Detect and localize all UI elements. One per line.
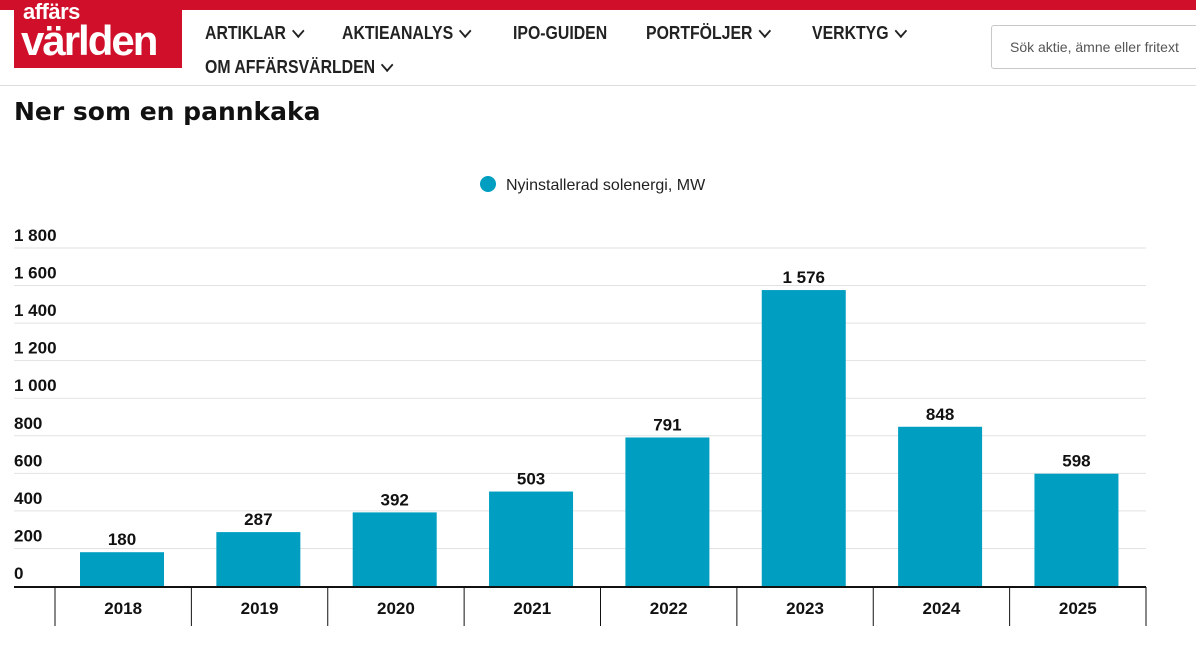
- bar-2022: [625, 437, 710, 586]
- search-input[interactable]: [991, 25, 1196, 69]
- value-label-2024: 848: [926, 405, 954, 424]
- header-divider: [0, 85, 1196, 86]
- nav-item-label: VERKTYG: [812, 22, 889, 43]
- bar-2018: [80, 552, 164, 586]
- nav-item-label: IPO-GUIDEN: [513, 22, 608, 43]
- y-tick-label: 200: [14, 526, 42, 545]
- brand-top-stripe: [0, 0, 1196, 10]
- value-label-2021: 503: [517, 470, 545, 489]
- bar-2020: [352, 512, 437, 586]
- bar-2019: [216, 532, 301, 586]
- value-label-2018: 180: [108, 530, 136, 549]
- legend-marker: [480, 176, 496, 192]
- nav-item-verktyg[interactable]: VERKTYG: [812, 22, 908, 44]
- value-label-2025: 598: [1062, 452, 1090, 471]
- nav-item-portfoljer[interactable]: PORTFÖLJER: [646, 22, 772, 44]
- x-tick-label-2024: 2024: [923, 599, 961, 618]
- logo-line-2: världen: [21, 17, 158, 64]
- chevron-down-icon: [292, 23, 305, 38]
- y-tick-label: 800: [14, 414, 42, 433]
- nav-item-om-affarsvarlden[interactable]: OM AFFÄRSVÄRLDEN: [205, 56, 394, 78]
- y-tick-label: 1 200: [14, 339, 57, 358]
- chevron-down-icon: [381, 57, 394, 72]
- x-tick-label-2021: 2021: [513, 599, 551, 618]
- y-tick-label: 1 800: [14, 226, 57, 245]
- x-tick-label-2023: 2023: [786, 599, 824, 618]
- nav-item-label: PORTFÖLJER: [646, 22, 753, 43]
- affarsvarlden-logo[interactable]: affärs världen: [14, 0, 182, 68]
- nav-item-label: AKTIEANALYS: [342, 22, 454, 43]
- bar-2023: [761, 290, 846, 586]
- y-tick-label: 0: [14, 564, 23, 583]
- chevron-down-icon: [758, 23, 772, 38]
- bar-chart: Nyinstallerad solenergi, MW 0 200 400 600 800…: [14, 176, 1147, 626]
- value-label-2020: 392: [381, 490, 409, 509]
- nav-row-1: ARTIKLAR AKTIEANALYS IPO-GUIDEN PORTFÖLJ…: [205, 16, 908, 50]
- nav-item-aktieanalys[interactable]: AKTIEANALYS: [342, 22, 472, 44]
- bar-2025: [1034, 473, 1119, 586]
- chevron-down-icon: [459, 23, 472, 38]
- nav-item-label: OM AFFÄRSVÄRLDEN: [205, 56, 376, 77]
- y-tick-label: 600: [14, 451, 42, 470]
- x-tick-label-2022: 2022: [650, 599, 688, 618]
- nav-item-artiklar[interactable]: ARTIKLAR: [205, 22, 305, 44]
- value-label-2023: 1 576: [782, 268, 825, 287]
- chart-title: Ner som en pannkaka: [14, 97, 321, 126]
- x-tick-label-2019: 2019: [241, 599, 279, 618]
- y-tick-label: 400: [14, 489, 42, 508]
- main-navigation: ARTIKLAR AKTIEANALYS IPO-GUIDEN PORTFÖLJ…: [205, 16, 908, 84]
- x-tick-label-2020: 2020: [377, 599, 415, 618]
- legend-label: Nyinstallerad solenergi, MW: [506, 177, 706, 194]
- y-tick-label: 1 400: [14, 301, 57, 320]
- chevron-down-icon: [895, 23, 908, 38]
- nav-item-ipo-guiden[interactable]: IPO-GUIDEN: [513, 23, 607, 44]
- value-label-2019: 287: [244, 510, 272, 529]
- bar-2024: [898, 426, 983, 586]
- x-tick-label-2018: 2018: [104, 599, 142, 618]
- y-tick-label: 1 600: [14, 264, 57, 283]
- bar-2021: [489, 491, 574, 586]
- y-tick-label: 1 000: [14, 376, 57, 395]
- x-tick-label-2025: 2025: [1059, 599, 1097, 618]
- logo-line-1: affärs: [23, 0, 80, 24]
- nav-item-label: ARTIKLAR: [205, 22, 286, 43]
- value-label-2022: 791: [653, 415, 681, 434]
- nav-row-2: OM AFFÄRSVÄRLDEN: [205, 50, 825, 84]
